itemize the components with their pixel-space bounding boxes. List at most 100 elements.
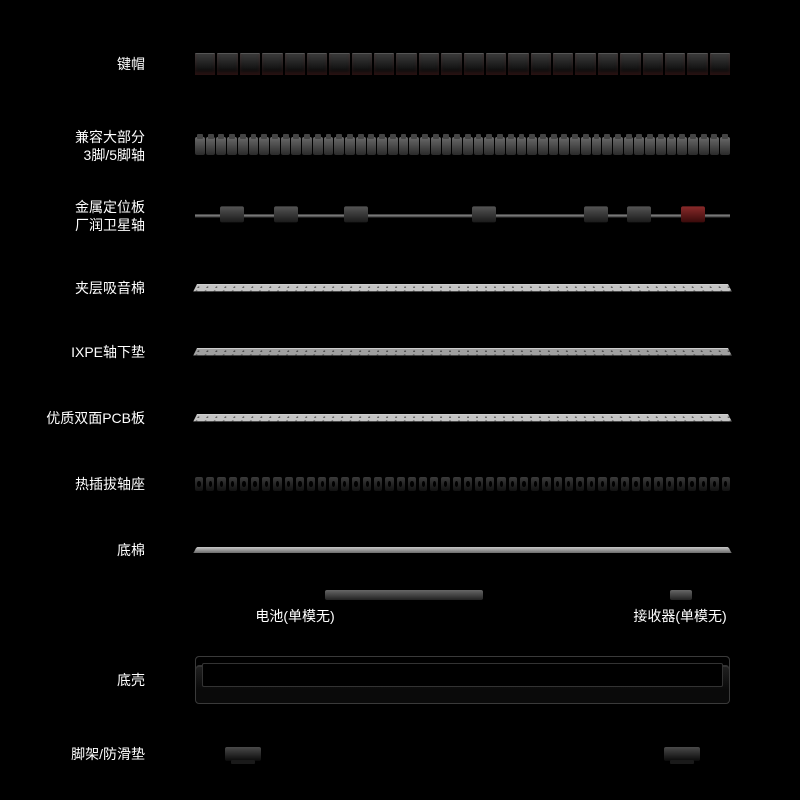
switch [581,137,591,155]
switch [484,137,494,155]
hotswap-socket [341,477,349,491]
layer-hotswap: 热插拔轴座 [0,472,800,496]
label-case: 底壳 [0,671,165,689]
switch [527,137,537,155]
switch [710,137,720,155]
keyboard-foot [664,747,700,761]
switch [688,137,698,155]
switch [259,137,269,155]
hotswap-socket [206,477,214,491]
layer-plate: 金属定位板 厂润卫星轴 [0,200,800,232]
stabilizer [344,206,368,222]
hotswap-socket [710,477,718,491]
switch [602,137,612,155]
hotswap-socket [722,477,730,491]
keyboard-foot [225,747,261,761]
stabilizer [220,206,244,222]
label-receiver: 接收器(单模无) [610,606,750,626]
keycap [329,53,349,75]
hotswap-socket [251,477,259,491]
hotswap-socket [610,477,618,491]
graphic-case [165,656,760,704]
hotswap-socket [475,477,483,491]
hotswap-socket [464,477,472,491]
layer-foam2: 底棉 [0,540,800,560]
switch [517,137,527,155]
hotswap-socket [307,477,315,491]
switch [720,137,730,155]
keycap [486,53,506,75]
switch [206,137,216,155]
label-plate: 金属定位板 厂润卫星轴 [0,198,165,234]
keycap [553,53,573,75]
switch [388,137,398,155]
stabilizer [627,206,651,222]
hotswap-socket [240,477,248,491]
switch [538,137,548,155]
stabilizer [472,206,496,222]
keycap [531,53,551,75]
graphic-foam1 [165,276,760,300]
switch [216,137,226,155]
label-foam2: 底棉 [0,541,165,559]
graphic-ixpe [165,340,760,364]
hotswap-socket [363,477,371,491]
switch [227,137,237,155]
hotswap-socket [285,477,293,491]
switch [463,137,473,155]
keycap [307,53,327,75]
graphic-feet [165,744,760,764]
stabilizer [584,206,608,222]
label-hotswap: 热插拔轴座 [0,475,165,493]
layer-pcb: 优质双面PCB板 [0,406,800,430]
layer-case: 底壳 [0,656,800,704]
switch [334,137,344,155]
switch [452,137,462,155]
stabilizer [274,206,298,222]
switch [324,137,334,155]
switch [645,137,655,155]
graphic-pcb [165,406,760,430]
label-ixpe: IXPE轴下垫 [0,343,165,361]
hotswap-socket [486,477,494,491]
switch [345,137,355,155]
hotswap-socket [520,477,528,491]
switch [634,137,644,155]
switch [249,137,259,155]
stabilizer [681,206,705,222]
switch [699,137,709,155]
keycap [643,53,663,75]
switch [431,137,441,155]
keycap [710,53,730,75]
hotswap-socket [430,477,438,491]
keycap [575,53,595,75]
hotswap-socket [643,477,651,491]
hotswap-socket [542,477,550,491]
keycap [620,53,640,75]
switch [506,137,516,155]
layer-keycaps: 键帽 [0,46,800,82]
switch [613,137,623,155]
graphic-foam2 [165,540,760,560]
switch [238,137,248,155]
graphic-keycaps [165,46,760,82]
graphic-battery [325,590,483,600]
hotswap-socket [385,477,393,491]
hotswap-socket [688,477,696,491]
hotswap-socket [576,477,584,491]
hotswap-socket [262,477,270,491]
hotswap-socket [296,477,304,491]
keycap [240,53,260,75]
switch [570,137,580,155]
label-foam1: 夹层吸音棉 [0,279,165,297]
label-feet: 脚架/防滑垫 [0,745,165,763]
layer-extras: 电池(单模无) 接收器(单模无) [0,584,800,624]
keycap [217,53,237,75]
switch [592,137,602,155]
keycap [285,53,305,75]
hotswap-socket [441,477,449,491]
switch [367,137,377,155]
hotswap-socket [497,477,505,491]
switch [474,137,484,155]
layer-switches: 兼容大部分 3脚/5脚轴 [0,130,800,162]
